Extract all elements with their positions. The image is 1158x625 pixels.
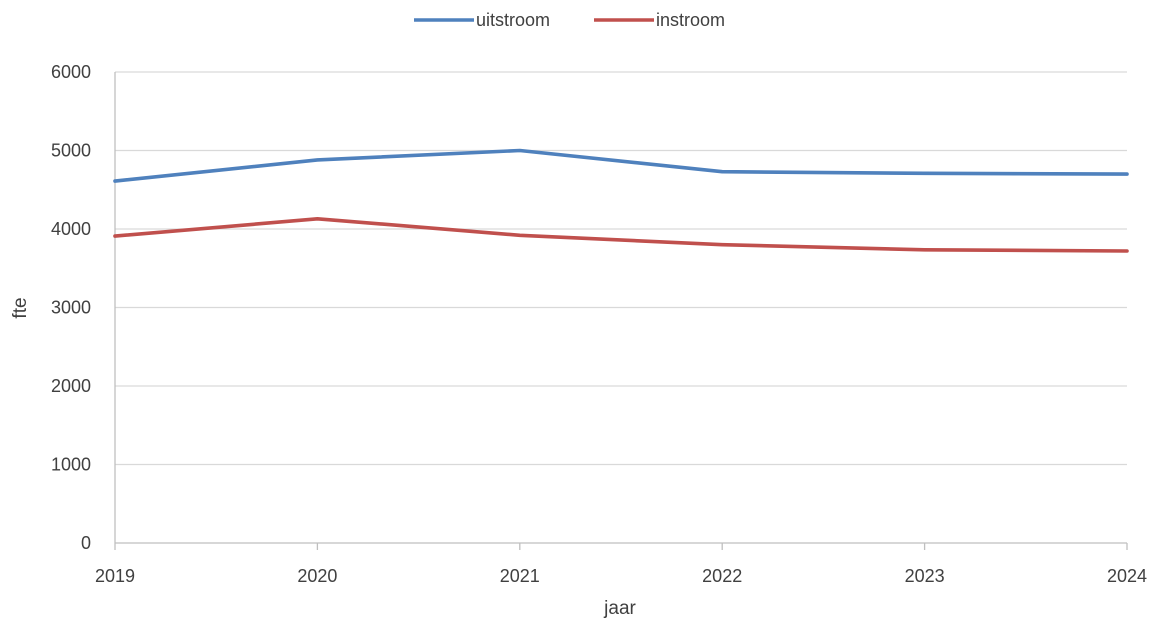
legend: uitstroom instroom bbox=[414, 10, 725, 30]
series-line-instroom bbox=[113, 217, 1129, 253]
y-tick-label: 2000 bbox=[51, 376, 91, 396]
x-tick-label: 2023 bbox=[905, 566, 945, 586]
axes bbox=[114, 72, 1128, 550]
legend-label: instroom bbox=[656, 10, 725, 30]
y-tick-label: 4000 bbox=[51, 219, 91, 239]
y-tick-label: 5000 bbox=[51, 141, 91, 161]
legend-item-instroom: instroom bbox=[594, 10, 725, 30]
gridlines bbox=[115, 71, 1127, 466]
y-tick-label: 1000 bbox=[51, 455, 91, 475]
x-tick-label: 2019 bbox=[95, 566, 135, 586]
y-tick-label: 3000 bbox=[51, 298, 91, 318]
x-tick-label: 2022 bbox=[702, 566, 742, 586]
legend-item-uitstroom: uitstroom bbox=[414, 10, 550, 30]
series-lines bbox=[113, 148, 1129, 253]
tick-labels: 0 1000 2000 3000 4000 5000 6000 2019 2020 2021 202… bbox=[51, 62, 1147, 586]
x-axis-title: jaar bbox=[603, 598, 636, 619]
x-tick-label: 2024 bbox=[1107, 566, 1147, 586]
x-tick-label: 2020 bbox=[297, 566, 337, 586]
y-tick-label: 0 bbox=[81, 533, 91, 553]
y-tick-label: 6000 bbox=[51, 62, 91, 82]
series-line-uitstroom bbox=[113, 148, 1129, 183]
x-tick-label: 2021 bbox=[500, 566, 540, 586]
legend-label: uitstroom bbox=[476, 10, 550, 30]
y-axis-title: fte bbox=[10, 297, 31, 318]
